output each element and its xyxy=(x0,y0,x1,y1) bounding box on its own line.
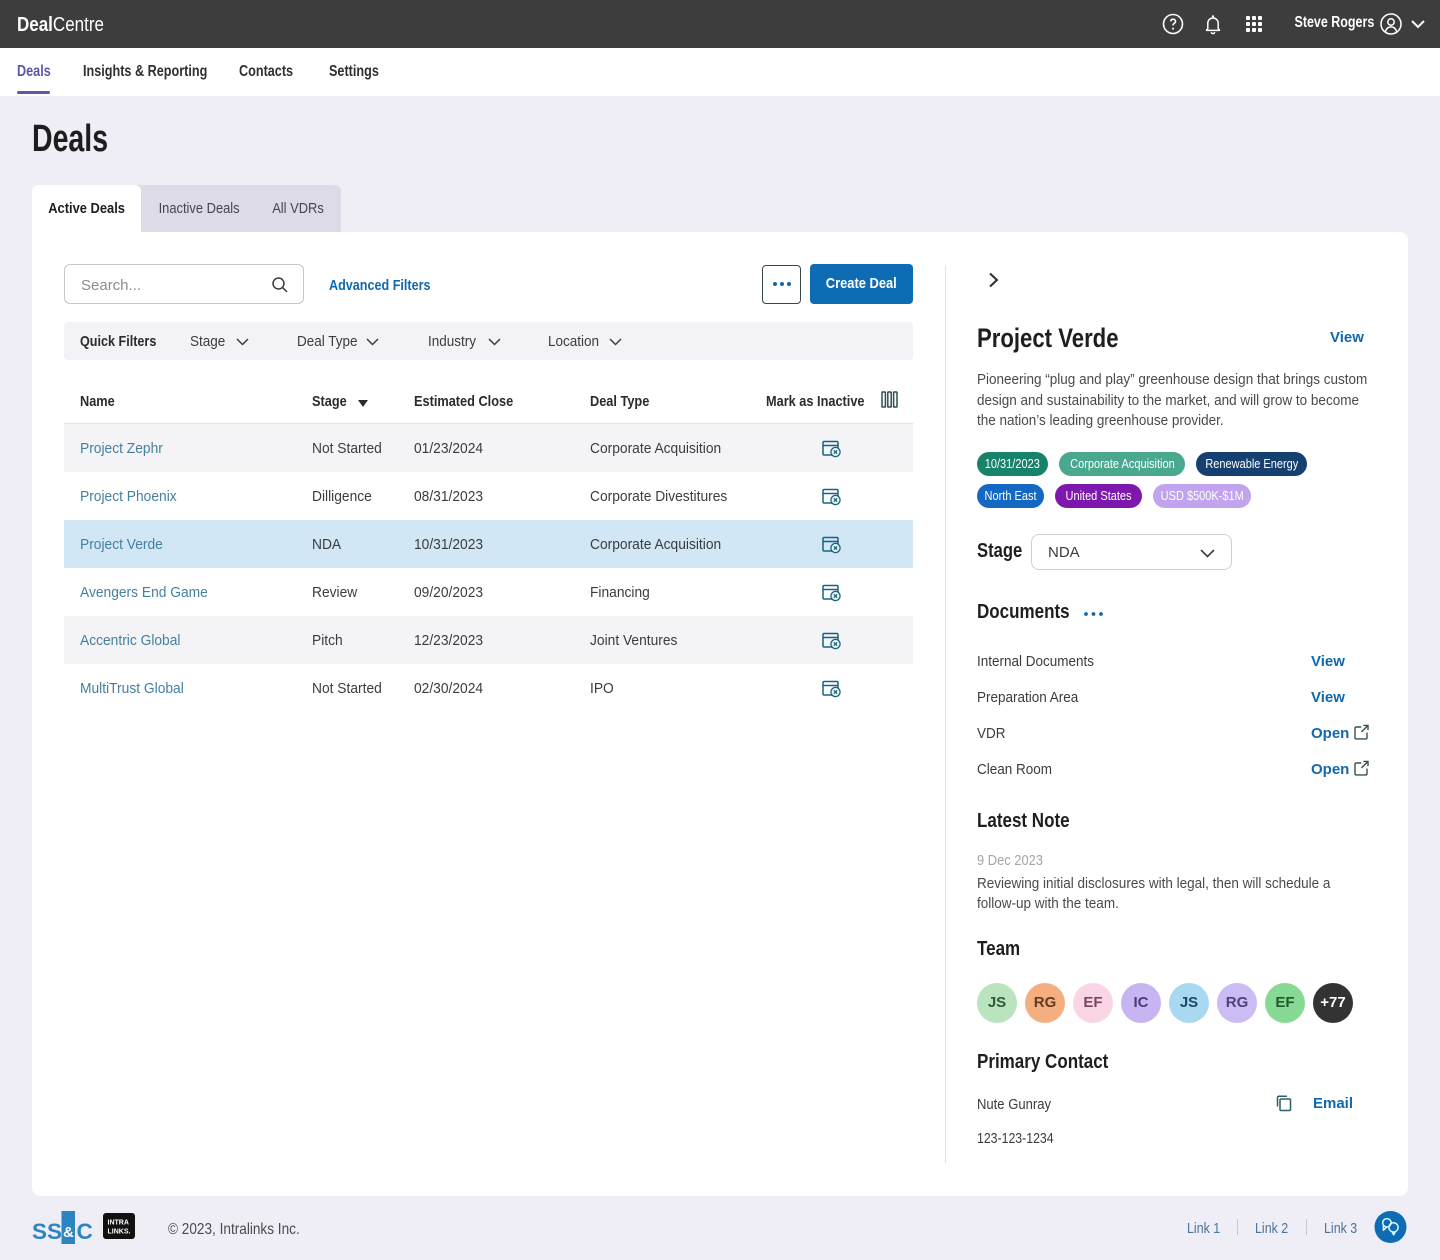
svg-text:&: & xyxy=(63,1224,74,1241)
svg-text:LINKS.: LINKS. xyxy=(108,1229,131,1236)
svg-text:SS: SS xyxy=(32,1219,62,1244)
svg-text:C: C xyxy=(77,1219,93,1244)
svg-text:INTRA: INTRA xyxy=(108,1220,129,1227)
